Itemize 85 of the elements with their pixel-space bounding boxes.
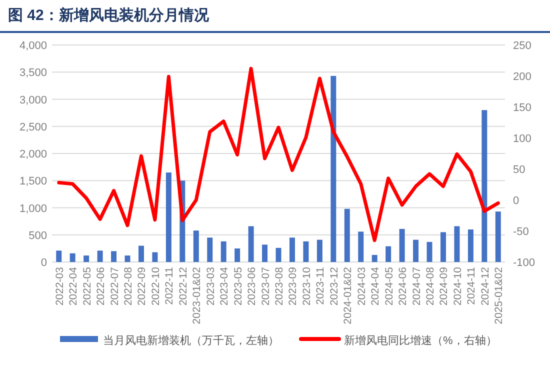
- x-tick-label: 2022-07: [108, 266, 121, 306]
- x-tick-label: 2022-09: [136, 266, 148, 306]
- bar: [454, 226, 460, 262]
- x-tick-label: 2023-11: [314, 266, 327, 305]
- y-tick-label: 1,500: [19, 176, 47, 188]
- x-tick-label: 2022-11: [164, 266, 176, 305]
- y-tick-label: 2,500: [19, 121, 47, 134]
- bar: [138, 246, 144, 262]
- x-tick-label: 2023-10: [300, 266, 313, 306]
- x-tick-label: 2023-12: [328, 266, 340, 306]
- x-tick-label: 2022-04: [68, 266, 80, 306]
- bar: [152, 252, 158, 262]
- bar: [276, 248, 282, 262]
- x-tick-label: 2022-06: [95, 266, 108, 306]
- x-tick-label: 2023-06: [246, 266, 258, 306]
- bar: [495, 212, 501, 262]
- x-tick-label: 2022-10: [150, 266, 162, 306]
- x-tick-label: 2023-05: [232, 266, 244, 306]
- y-tick-label: 4,000: [19, 40, 47, 52]
- y-tick-label: 0: [40, 257, 47, 269]
- legend-label: 新增风电同比增速（%，右轴）: [344, 334, 497, 347]
- bar: [84, 255, 90, 262]
- bar: [413, 240, 419, 262]
- y2-tick-label: -50: [513, 226, 529, 238]
- x-tick-label: 2024-08: [424, 266, 436, 306]
- x-tick-label: 2024-09: [438, 266, 450, 306]
- bar: [56, 250, 62, 262]
- bar: [330, 76, 336, 262]
- bar: [440, 232, 446, 262]
- chart-title: 图 42：新增风电装机分月情况: [8, 6, 210, 24]
- bar: [468, 229, 474, 262]
- bar: [97, 250, 103, 262]
- bar: [386, 246, 392, 262]
- x-tick-label: 2024-04: [370, 266, 382, 306]
- bar: [124, 255, 130, 262]
- bar: [482, 110, 488, 262]
- x-tick-label: 2024-10: [452, 266, 464, 306]
- x-tick-label: 2023-08: [274, 266, 286, 306]
- x-tick-label: 2024-01&02: [342, 266, 354, 324]
- y2-tick-label: -100: [513, 257, 536, 269]
- bar: [193, 230, 199, 262]
- x-tick-label: 2025-01&02: [493, 266, 506, 324]
- bar: [207, 238, 213, 262]
- x-tick-label: 2022-08: [122, 266, 134, 306]
- bar: [344, 208, 350, 262]
- y-tick-label: 2,000: [19, 148, 47, 160]
- bar: [234, 248, 240, 262]
- x-tick-label: 2024-12: [479, 266, 492, 306]
- x-tick-label: 2023-03: [204, 266, 217, 306]
- bar: [316, 240, 322, 262]
- x-tick-label: 2022-03: [54, 266, 66, 306]
- y-tick-label: 3,500: [19, 67, 47, 80]
- bar: [303, 241, 309, 262]
- y-tick-label: 3,000: [19, 94, 47, 106]
- bar: [248, 226, 254, 262]
- legend-label: 当月风电新增装机（万千瓦，左轴）: [103, 334, 279, 347]
- x-tick-label: 2024-06: [397, 266, 410, 306]
- bar: [289, 238, 295, 262]
- bar: [358, 232, 364, 262]
- x-tick-label: 2024-11: [466, 266, 478, 305]
- x-tick-label: 2022-12: [177, 266, 190, 306]
- y2-tick-label: 100: [513, 133, 532, 145]
- bar: [262, 244, 268, 262]
- y2-tick-label: 0: [513, 195, 520, 207]
- x-tick-label: 2024-03: [356, 266, 368, 306]
- bar: [426, 242, 432, 262]
- x-tick-label: 2024-07: [410, 266, 423, 306]
- y-tick-label: 500: [28, 230, 47, 242]
- x-tick-label: 2023-04: [218, 266, 231, 306]
- x-tick-label: 2023-01&02: [191, 266, 204, 324]
- bar: [399, 228, 405, 262]
- bar: [220, 241, 226, 262]
- bar: [111, 251, 117, 262]
- bar: [166, 172, 172, 262]
- y2-tick-label: 50: [513, 164, 526, 176]
- y2-tick-label: 150: [513, 102, 532, 114]
- bar: [372, 254, 378, 262]
- x-tick-label: 2024-05: [383, 266, 396, 306]
- x-tick-label: 2022-05: [81, 266, 94, 306]
- x-tick-label: 2023-09: [287, 266, 300, 306]
- y-tick-label: 1,000: [19, 202, 47, 215]
- bar: [70, 253, 76, 262]
- x-tick-label: 2023-07: [260, 266, 272, 306]
- y2-tick-label: 200: [513, 71, 532, 83]
- y2-tick-label: 250: [513, 40, 532, 52]
